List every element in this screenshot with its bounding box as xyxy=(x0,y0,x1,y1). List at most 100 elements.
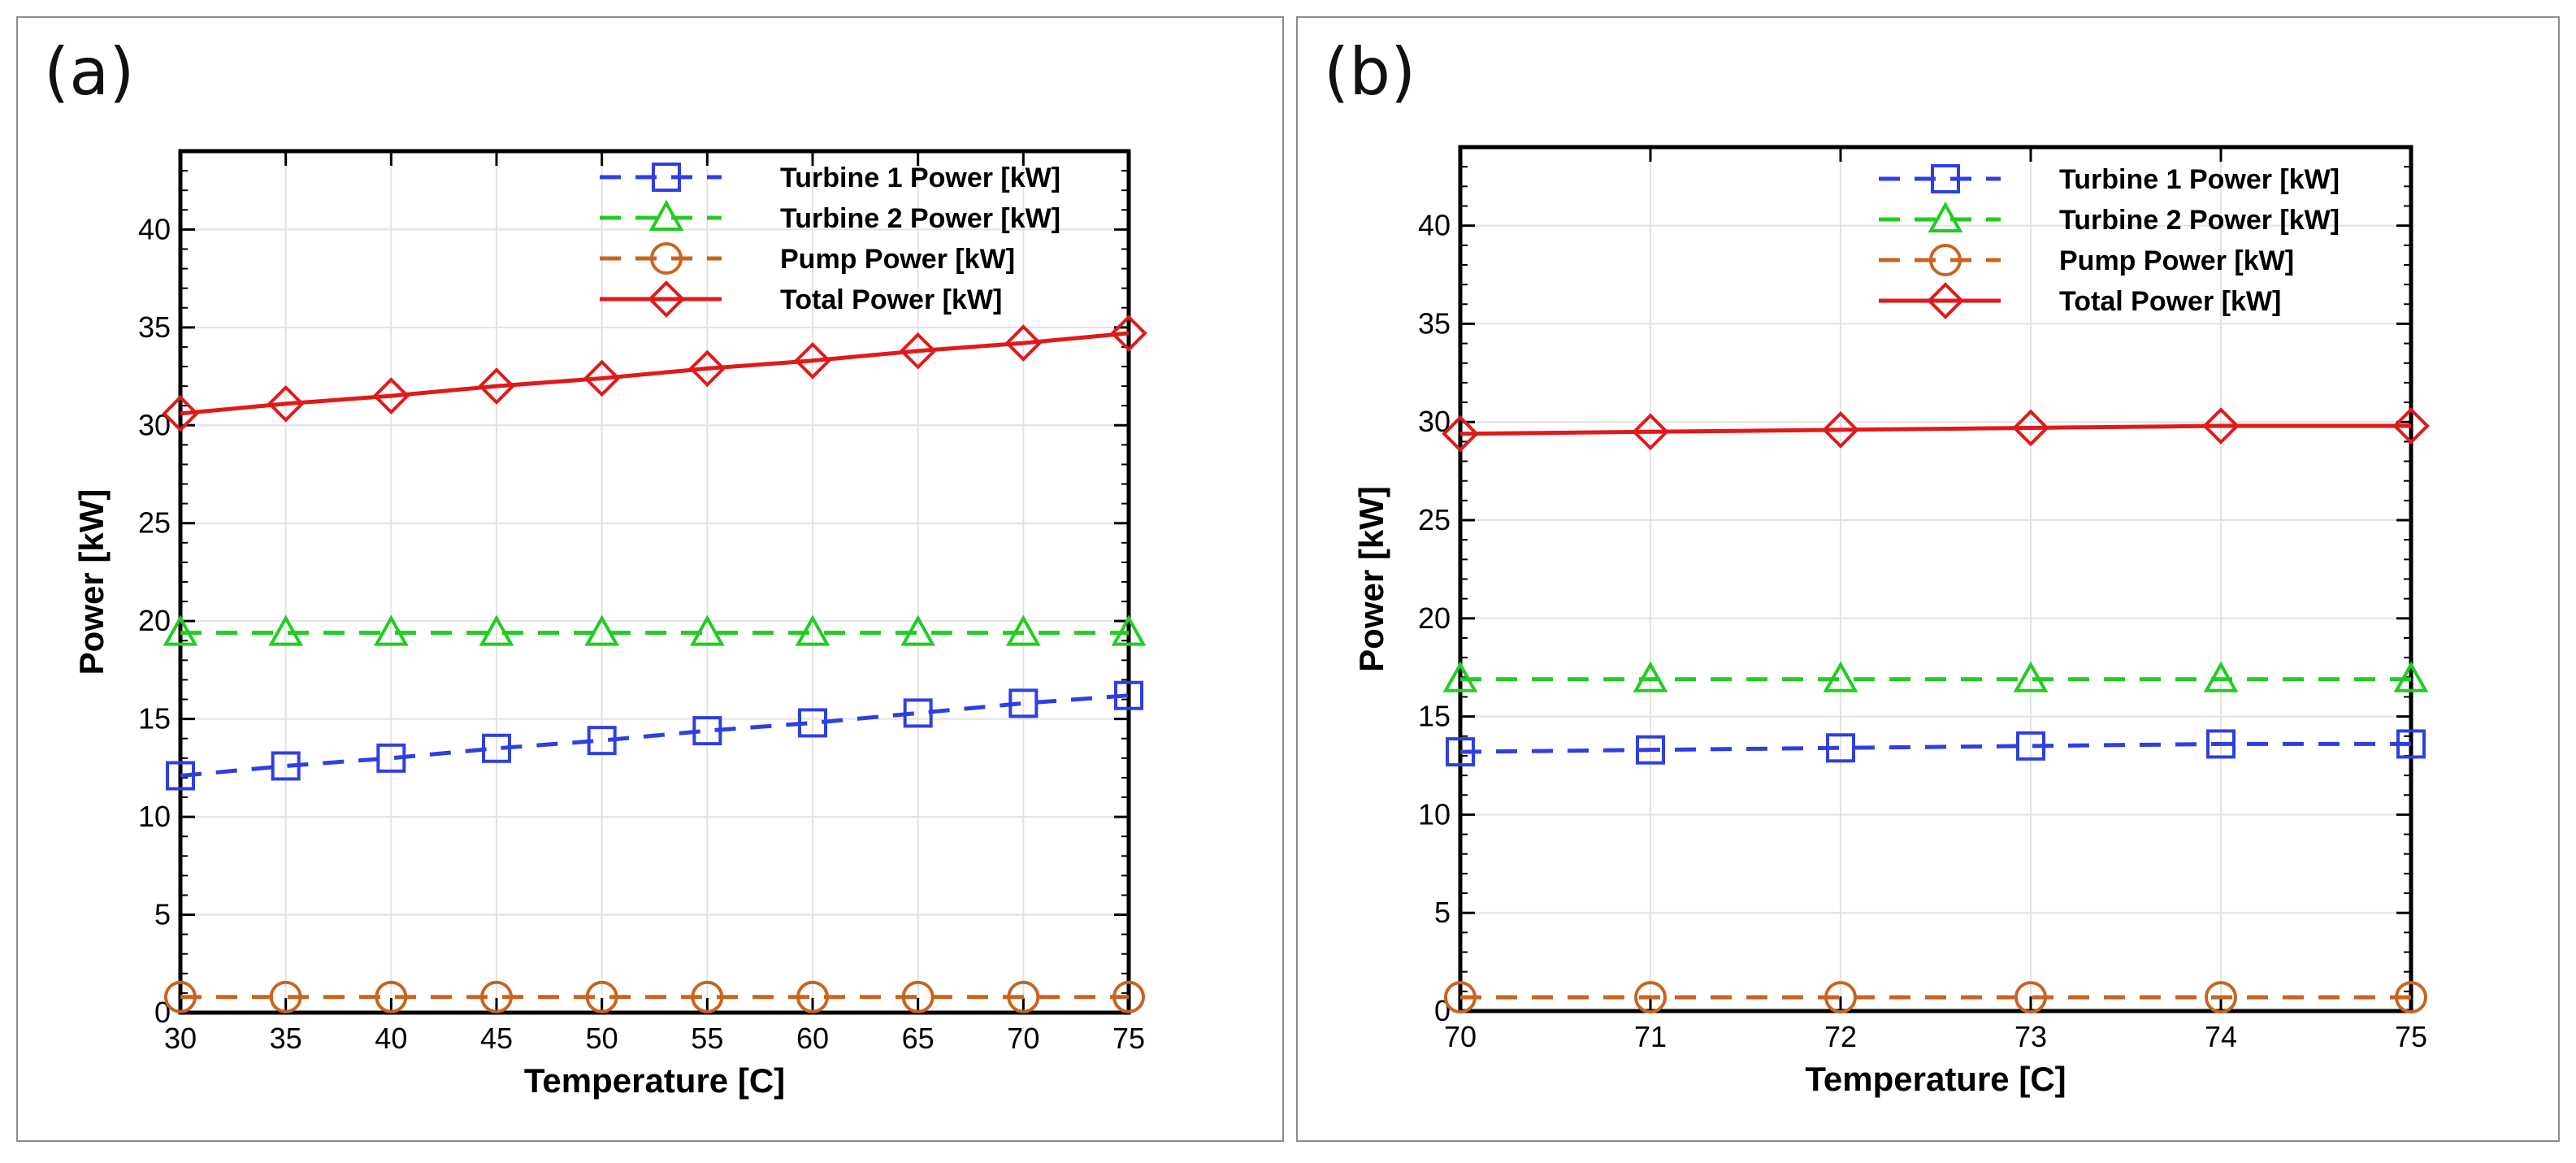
chart-1-point-1-5 xyxy=(2393,661,2429,692)
chart-0-x-axis-title: Temperature [C] xyxy=(524,1061,785,1100)
chart-0-point-1-6 xyxy=(795,614,830,646)
chart-0-point-0-2 xyxy=(376,743,406,773)
chart-0-x-tick-label-4: 50 xyxy=(586,1022,618,1055)
chart-0-legend-marker-0 xyxy=(652,163,681,192)
chart-0-legend-marker-1 xyxy=(648,199,684,231)
chart-0-legend-label-1: Turbine 2 Power [kW] xyxy=(780,203,1060,234)
chart-0-legend-label-2: Pump Power [kW] xyxy=(780,244,1015,275)
chart-1-x-axis-title: Temperature [C] xyxy=(1805,1060,2066,1098)
chart-0-legend-marker-2 xyxy=(650,242,683,275)
chart-1-point-3-5 xyxy=(2392,407,2430,445)
chart-0-legend-marker-3 xyxy=(648,280,685,318)
chart-1-point-0-5 xyxy=(2396,729,2426,759)
chart-0-point-3-3 xyxy=(478,367,515,405)
chart-1-y-tick-label-7: 35 xyxy=(1418,306,1451,340)
chart-1-legend-entry-1: Turbine 2 Power [kW] xyxy=(1879,201,2340,236)
chart-1-point-3-0 xyxy=(1442,414,1479,453)
chart-0-point-3-2 xyxy=(372,377,410,414)
chart-0-x-tick-label-5: 55 xyxy=(691,1022,723,1055)
chart-0-point-2-6 xyxy=(796,980,829,1013)
chart-1-y-axis-title: Power [kW] xyxy=(1352,486,1390,672)
chart-0-series-line-3 xyxy=(180,331,1130,416)
chart-0-point-0-5 xyxy=(692,716,722,746)
chart-0-legend-entry-1: Turbine 2 Power [kW] xyxy=(600,199,1060,234)
chart-0-point-0-0 xyxy=(166,761,195,791)
chart-0-series-2 xyxy=(164,980,1145,1013)
chart-0-y-tick-label-2: 10 xyxy=(138,800,171,833)
chart-1-y-tick-label-3: 15 xyxy=(1418,700,1451,733)
chart-1-point-3-1 xyxy=(1632,413,1669,451)
chart-1-series-line-0 xyxy=(1459,741,2411,754)
chart-1-point-0-2 xyxy=(1826,733,1855,763)
chart-0-legend-label-0: Turbine 1 Power [kW] xyxy=(780,163,1060,193)
chart-0-legend-entry-2: Pump Power [kW] xyxy=(600,242,1015,275)
chart-1-y-tick-label-5: 25 xyxy=(1418,503,1451,536)
chart-1-point-3-2 xyxy=(1822,411,1859,449)
chart-0-series-3 xyxy=(162,315,1147,432)
chart-1-point-0-3 xyxy=(2016,731,2045,761)
chart-0-point-2-0 xyxy=(164,980,197,1013)
chart-0-point-1-0 xyxy=(163,614,198,646)
chart-0-point-1-4 xyxy=(584,614,620,646)
chart-1-series-3 xyxy=(1442,407,2430,453)
chart-0-series-1 xyxy=(163,614,1147,646)
chart-0-point-3-6 xyxy=(794,341,831,380)
chart-1-point-1-3 xyxy=(2013,661,2049,692)
chart-1-legend-marker-2 xyxy=(1929,244,1962,276)
chart-0-point-0-6 xyxy=(798,708,827,738)
chart-1-legend-marker-0 xyxy=(1931,164,1960,193)
chart-1-point-1-1 xyxy=(1633,661,1668,692)
chart-1-point-2-0 xyxy=(1444,981,1477,1014)
chart-0-point-2-7 xyxy=(901,980,935,1013)
chart-1-point-3-4 xyxy=(2202,407,2240,445)
chart-1-point-2-2 xyxy=(1824,981,1857,1014)
chart-panel-a: (a) xyxy=(16,16,1284,1142)
chart-0-point-1-7 xyxy=(900,614,936,646)
chart-1-y-tick-label-1: 5 xyxy=(1434,896,1451,929)
chart-0-point-0-7 xyxy=(903,698,933,728)
chart-1-series-0 xyxy=(1446,729,2426,767)
chart-1-point-3-3 xyxy=(2012,409,2049,447)
chart-1-point-1-2 xyxy=(1823,661,1858,692)
chart-0-legend-label-3: Total Power [kW] xyxy=(780,284,1002,315)
chart-0-x-tick-label-6: 60 xyxy=(796,1022,829,1055)
chart-1-x-tick-label-2: 72 xyxy=(1824,1020,1857,1053)
chart-1-x-tick-label-0: 70 xyxy=(1444,1020,1477,1053)
chart-0-point-2-4 xyxy=(585,980,618,1013)
chart-0-point-1-5 xyxy=(689,614,725,646)
chart-0-point-1-2 xyxy=(373,614,409,646)
chart-0-y-axis-title: Power [kW] xyxy=(72,489,111,675)
chart-0-legend-entry-3: Total Power [kW] xyxy=(600,280,1002,318)
chart-0-y-tick-label-7: 35 xyxy=(138,310,171,344)
chart-0-y-tick-label-4: 20 xyxy=(138,604,171,637)
chart-0-point-3-8 xyxy=(1004,324,1043,362)
chart-0-point-3-5 xyxy=(688,349,726,388)
chart-0-point-3-0 xyxy=(162,394,199,432)
chart-0-point-3-4 xyxy=(583,359,621,397)
chart-1-point-1-0 xyxy=(1442,661,1478,692)
chart-1-legend-label-0: Turbine 1 Power [kW] xyxy=(2059,164,2340,195)
chart-1-x-tick-label-5: 75 xyxy=(2395,1020,2427,1053)
chart-1-legend-label-3: Total Power [kW] xyxy=(2059,286,2281,317)
chart-1-legend-label-2: Pump Power [kW] xyxy=(2059,245,2294,276)
chart-0-point-2-1 xyxy=(269,980,302,1013)
chart-0-point-3-7 xyxy=(899,332,937,370)
chart-1-point-2-4 xyxy=(2205,981,2237,1014)
chart-0-point-2-3 xyxy=(480,980,513,1013)
chart-1-series-line-3 xyxy=(1459,423,2411,436)
chart-1-y-tick-label-4: 20 xyxy=(1418,601,1451,635)
chart-0-point-0-3 xyxy=(482,733,511,763)
chart-1-legend-entry-2: Pump Power [kW] xyxy=(1879,244,2294,276)
chart-panel-b: (b) xyxy=(1296,16,2560,1142)
chart-1-x-tick-label-4: 74 xyxy=(2205,1020,2237,1053)
chart-1-legend-entry-0: Turbine 1 Power [kW] xyxy=(1879,164,2340,195)
chart-0-y-tick-label-5: 25 xyxy=(138,506,171,540)
chart-1-x-tick-label-1: 71 xyxy=(1634,1020,1667,1053)
chart-0-point-0-8 xyxy=(1008,688,1039,718)
chart-1-legend-label-1: Turbine 2 Power [kW] xyxy=(2059,205,2340,236)
chart-1-point-2-3 xyxy=(2014,981,2047,1014)
chart-0-point-0-9 xyxy=(1114,680,1143,710)
chart-0-legend-entry-0: Turbine 1 Power [kW] xyxy=(600,163,1060,193)
